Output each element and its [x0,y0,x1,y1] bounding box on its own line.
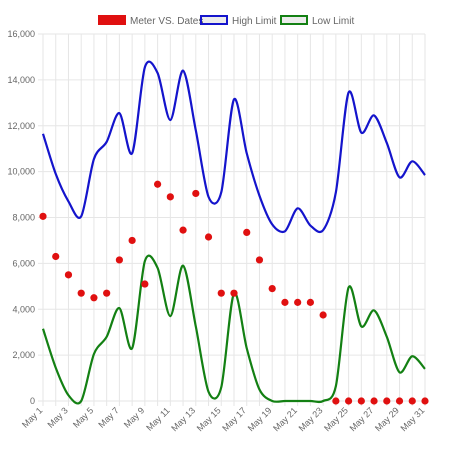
data-point-meter [306,298,314,306]
data-point-meter [421,397,429,405]
y-tick-label: 6,000 [12,258,35,268]
legend: Meter VS. Dates High Limit Low Limit [98,15,354,27]
data-point-meter [52,252,60,261]
data-point-meter [64,271,73,279]
x-tick-label: May 13 [169,405,197,433]
x-tick-label: May 15 [195,405,223,433]
data-point-meter [166,193,174,201]
x-tick-label: May 3 [45,405,69,429]
data-point-meter [281,298,289,306]
y-tick-label: 16,000 [7,29,35,39]
data-point-meter [154,180,162,188]
data-point-meter [319,311,327,319]
data-point-meter [345,397,353,405]
x-tick-label: May 23 [297,405,325,433]
x-tick-label: May 11 [144,405,171,432]
legend-item[interactable]: Low Limit [280,15,354,27]
x-tick-label: May 31 [398,405,426,433]
data-point-meter [192,189,200,198]
x-tick-label: May 9 [122,405,146,429]
x-tick-label: May 29 [373,405,401,433]
legend-swatch [280,15,308,25]
data-point-meter [395,397,404,405]
series-layer [39,60,429,405]
data-point-meter [383,397,391,405]
legend-swatch [200,15,228,25]
data-point-meter [39,212,47,220]
x-tick-label: May 5 [71,405,95,429]
x-tick-label: May 21 [271,405,299,433]
legend-label: Meter VS. Dates [130,16,203,27]
y-tick-label: 0 [30,396,35,406]
legend-label: High Limit [232,16,277,27]
y-tick-label: 4,000 [12,304,35,314]
x-tick-label: May 25 [322,405,350,433]
y-tick-label: 12,000 [7,121,35,131]
legend-label: Low Limit [312,16,354,27]
x-tick-label: May 1 [20,405,44,429]
data-point-meter [141,280,149,288]
data-point-meter [230,289,238,297]
grid [38,33,426,406]
data-point-meter [128,236,136,245]
data-point-meter [90,294,98,302]
data-point-meter [268,285,276,293]
x-tick-label: May 17 [220,405,248,433]
data-point-meter [115,256,123,264]
data-point-meter [204,233,213,241]
data-point-meter [243,228,251,237]
legend-swatch [98,15,126,25]
data-point-meter [357,397,365,405]
data-point-meter [408,397,416,405]
y-tick-label: 8,000 [12,213,35,223]
series-line-high-limit [41,60,426,234]
y-axis: 0 2,000 4,000 6,000 8,000 10,000 12,000 14,000 1… [7,29,35,406]
data-point-meter [179,226,187,234]
data-point-meter [77,289,85,297]
y-tick-label: 14,000 [7,75,35,85]
data-point-meter [370,397,378,405]
y-tick-label: 2,000 [12,350,35,360]
data-point-meter [217,289,225,297]
legend-item[interactable]: High Limit [200,15,277,27]
x-tick-label: May 27 [348,405,376,433]
data-point-meter [332,397,340,405]
x-tick-label: May 7 [96,405,120,429]
data-point-meter [103,289,111,297]
data-point-meter [255,256,264,264]
y-tick-label: 10,000 [7,167,35,177]
data-point-meter [294,298,302,306]
legend-item[interactable]: Meter VS. Dates [98,15,203,27]
x-tick-label: May 19 [246,405,274,433]
